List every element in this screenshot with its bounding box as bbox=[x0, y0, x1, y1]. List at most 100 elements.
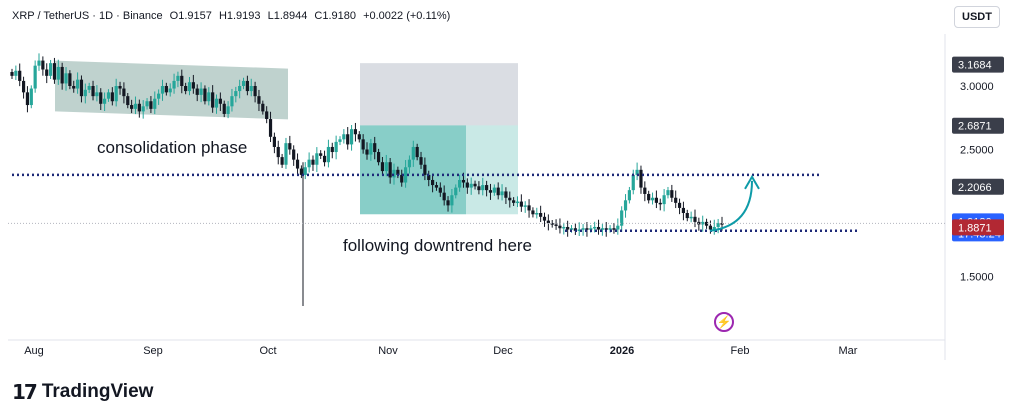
candle-body bbox=[384, 162, 388, 172]
candle-body bbox=[485, 185, 489, 191]
y-tick-label: 1.5000 bbox=[960, 272, 994, 284]
price-label-box bbox=[952, 178, 1004, 195]
candle-body bbox=[596, 226, 601, 230]
candle-body bbox=[75, 79, 80, 89]
candle-body bbox=[99, 92, 103, 104]
candle-body bbox=[48, 63, 53, 76]
price-label-box bbox=[952, 219, 1004, 236]
candle-body bbox=[45, 69, 49, 76]
candle-body bbox=[681, 207, 686, 213]
x-tick-label: Nov bbox=[378, 345, 398, 357]
candle-body bbox=[126, 96, 130, 106]
projection-arrowhead bbox=[744, 174, 760, 190]
candle-body bbox=[396, 169, 400, 175]
candle-body bbox=[419, 157, 423, 165]
symbol-label[interactable]: XRP / TetherUS · 1D · Binance bbox=[12, 10, 163, 22]
candle-body bbox=[29, 88, 33, 106]
price-label-text: 1.8871 bbox=[958, 222, 992, 234]
candle-body bbox=[137, 103, 141, 112]
x-tick-label: Feb bbox=[731, 345, 750, 357]
candle-body bbox=[145, 101, 149, 107]
candle-body bbox=[631, 174, 635, 191]
chart-header: XRP / TetherUS · 1D · Binance O1.9157 H1… bbox=[12, 10, 454, 22]
candle-body bbox=[654, 197, 659, 203]
price-label-box bbox=[952, 117, 1004, 134]
candle-body bbox=[512, 200, 516, 203]
candle-body bbox=[546, 220, 550, 224]
candle-body bbox=[33, 65, 37, 89]
candle-body bbox=[349, 129, 354, 145]
candle-body bbox=[558, 225, 562, 229]
candle-body bbox=[577, 229, 581, 232]
candle-body bbox=[218, 98, 222, 104]
candle-body bbox=[25, 92, 30, 106]
candle-body bbox=[87, 86, 91, 90]
x-tick-label: Dec bbox=[493, 345, 513, 357]
candle-body bbox=[569, 228, 574, 230]
candle-body bbox=[635, 169, 639, 175]
candle-body bbox=[303, 167, 307, 175]
candle-body bbox=[37, 60, 41, 66]
candle-body bbox=[701, 221, 705, 225]
close-value: C1.9180 bbox=[314, 10, 357, 22]
candle-body bbox=[623, 200, 628, 211]
candle-body bbox=[353, 129, 358, 135]
candle-body bbox=[272, 136, 276, 147]
x-tick-label: Mar bbox=[839, 345, 858, 357]
candle-body bbox=[562, 226, 566, 229]
candle-body bbox=[670, 190, 674, 198]
tradingview-logo[interactable]: 17 TradingView bbox=[12, 380, 153, 404]
candle-body bbox=[477, 186, 481, 191]
price-label-text: 3.1684 bbox=[958, 60, 992, 72]
candle-body bbox=[199, 88, 203, 95]
candle-body bbox=[153, 98, 157, 109]
candle-body bbox=[14, 70, 18, 76]
candle-body bbox=[616, 225, 620, 230]
candle-body bbox=[149, 101, 153, 109]
candle-body bbox=[249, 86, 253, 92]
candle-body bbox=[311, 159, 315, 165]
candle-body bbox=[434, 185, 439, 188]
candle-body bbox=[288, 143, 292, 150]
candle-body bbox=[531, 210, 535, 215]
candle-body bbox=[369, 143, 373, 155]
candle-body bbox=[585, 228, 589, 230]
candle-body bbox=[280, 157, 284, 165]
candle-body bbox=[172, 80, 176, 89]
candle-body bbox=[207, 92, 211, 102]
candle-body bbox=[388, 162, 392, 178]
candle-body bbox=[647, 193, 651, 201]
candle-body bbox=[438, 187, 442, 193]
candle-body bbox=[68, 73, 72, 86]
projection-arrow bbox=[709, 180, 753, 232]
candle-body bbox=[114, 86, 118, 102]
candle-body bbox=[373, 143, 377, 153]
candle-body bbox=[508, 197, 512, 201]
currency-button[interactable]: USDT bbox=[954, 6, 1000, 28]
candle-body bbox=[41, 60, 45, 70]
candle-body bbox=[238, 86, 242, 92]
lightning-bolt-icon[interactable]: ⚡ bbox=[714, 312, 734, 332]
tradingview-wordmark: TradingView bbox=[41, 381, 154, 402]
position-profit-zone bbox=[360, 125, 466, 215]
candle-body bbox=[226, 106, 230, 114]
candle-body bbox=[492, 187, 496, 193]
candle-body bbox=[527, 205, 531, 211]
candle-body bbox=[392, 169, 396, 178]
candle-body bbox=[292, 149, 296, 160]
candle-body bbox=[469, 183, 473, 188]
candle-body bbox=[184, 86, 188, 92]
candle-body bbox=[284, 143, 288, 165]
candle-body bbox=[411, 146, 415, 160]
candle-body bbox=[253, 86, 257, 97]
candle-body bbox=[361, 139, 365, 150]
price-label-box bbox=[952, 56, 1004, 73]
price-label-text: 2.6871 bbox=[958, 121, 992, 133]
candle-body bbox=[10, 72, 14, 76]
candle-body bbox=[539, 213, 543, 217]
candle-body bbox=[180, 75, 184, 86]
candle-body bbox=[650, 197, 655, 201]
candle-body bbox=[326, 146, 331, 163]
candle-body bbox=[627, 190, 631, 201]
